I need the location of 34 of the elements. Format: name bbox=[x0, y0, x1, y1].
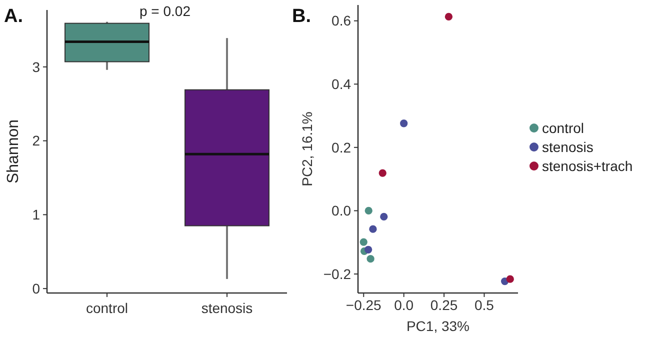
y-axis-title: Shannon bbox=[5, 119, 22, 184]
point bbox=[364, 246, 372, 254]
y-tick-label: 3 bbox=[32, 58, 40, 75]
y-tick-label: 0 bbox=[32, 280, 40, 296]
x-tick-label: −0.25 bbox=[346, 297, 382, 313]
y-axis-title: PC2, 16.1% bbox=[299, 112, 315, 186]
x-tick-label: control bbox=[86, 300, 128, 316]
point bbox=[400, 120, 408, 128]
point bbox=[378, 169, 386, 177]
y-tick-label: −0.2 bbox=[323, 266, 352, 282]
chart-title: B. bbox=[292, 6, 311, 27]
legend-label: stenosis bbox=[542, 138, 594, 155]
point bbox=[506, 275, 514, 283]
legend-label: control bbox=[542, 120, 584, 136]
point bbox=[360, 238, 368, 246]
point bbox=[444, 12, 453, 21]
annotation: p = 0.02 bbox=[140, 3, 191, 19]
legend-label: stenosis+trach bbox=[542, 158, 633, 174]
x-tick-label: 0.0 bbox=[394, 297, 414, 313]
point bbox=[369, 225, 377, 233]
y-tick-label: 0.6 bbox=[332, 12, 352, 29]
chart-title: A. bbox=[4, 6, 23, 27]
y-tick-label: 0.0 bbox=[332, 202, 352, 219]
x-axis-title: PC1, 33% bbox=[406, 318, 470, 334]
y-tick-label: 0.4 bbox=[332, 76, 352, 92]
y-tick-label: 2 bbox=[32, 132, 40, 149]
point bbox=[366, 255, 374, 263]
x-tick-label: 0.25 bbox=[430, 297, 458, 313]
point bbox=[364, 206, 372, 215]
y-tick-label: 0.2 bbox=[332, 139, 352, 156]
y-tick-label: 1 bbox=[32, 206, 40, 223]
point bbox=[380, 212, 388, 221]
x-tick-label: stenosis bbox=[201, 300, 253, 316]
x-tick-label: 0.5 bbox=[474, 297, 494, 313]
